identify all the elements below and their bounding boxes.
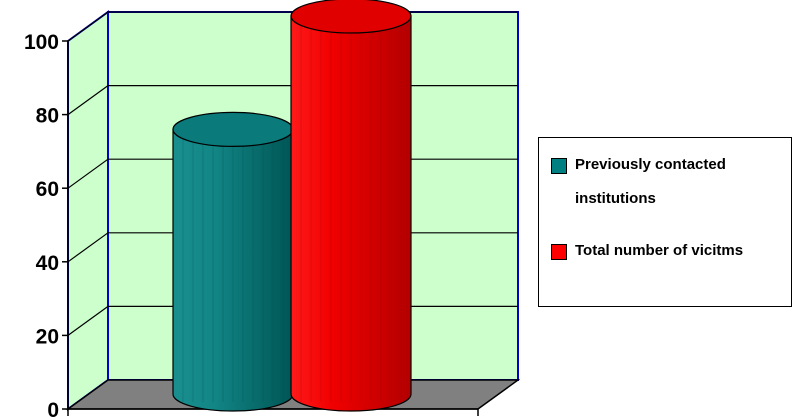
legend-item-total-victims: Total number of vicitms [551, 242, 775, 268]
legend: Previously contacted institutions Total … [538, 137, 792, 307]
y-tick-label: 60 [36, 178, 59, 201]
bar-body [172, 128, 294, 412]
y-tick-label: 20 [36, 325, 59, 348]
y-tick-label: 100 [24, 31, 59, 54]
legend-label-total-victims: Total number of vicitms [575, 242, 744, 259]
side-wall [67, 10, 109, 411]
legend-label-previously-contacted: Previously contacted institutions [575, 156, 726, 207]
legend-swatch-red [551, 244, 567, 260]
bar [172, 111, 294, 412]
y-tick-label: 80 [36, 105, 59, 128]
bar-top [290, 0, 412, 34]
y-tick-label: 0 [47, 399, 59, 420]
legend-item-previously-contacted: Previously contacted institutions [551, 156, 775, 216]
bar-body [290, 15, 412, 412]
bar-top [172, 111, 294, 147]
legend-swatch-teal [551, 158, 567, 174]
bar [290, 0, 412, 412]
y-tick-label: 40 [36, 252, 59, 275]
